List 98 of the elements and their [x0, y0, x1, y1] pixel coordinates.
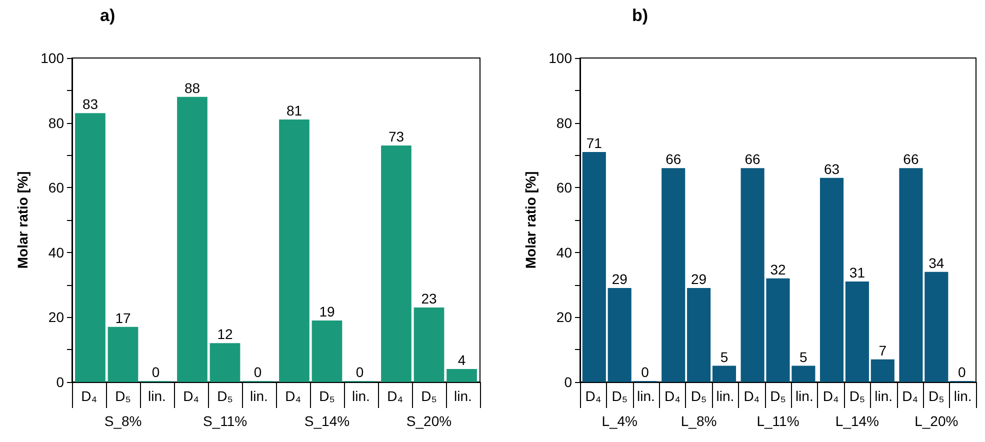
bar	[845, 282, 869, 382]
x-tick-label: S_14%	[304, 413, 350, 429]
y-tick-label: 0	[56, 374, 64, 390]
series-label: lin.	[637, 388, 655, 404]
data-label: 66	[744, 151, 761, 168]
chart-title: a)	[100, 6, 116, 25]
text: D₄	[183, 388, 199, 404]
data-label: 0	[356, 364, 364, 380]
data-label: 32	[770, 261, 786, 278]
text: D₄	[902, 388, 918, 404]
data-label: 19	[319, 303, 335, 320]
bar	[712, 366, 736, 382]
data-label: 5	[720, 348, 728, 365]
bar	[381, 145, 412, 382]
data-label: 12	[217, 326, 233, 342]
data-label: 63	[824, 160, 840, 177]
x-tick-label: L_20%	[914, 413, 958, 429]
y-axis-title: Molar ratio [%]	[522, 171, 539, 269]
bar	[446, 369, 477, 382]
text: lin.	[795, 388, 814, 404]
data-label: 23	[421, 290, 437, 306]
text: D₅	[421, 388, 437, 404]
data-label: 0	[254, 364, 262, 380]
bar	[210, 343, 240, 382]
x-tick-label: L_14%	[835, 413, 879, 429]
data-label: 4	[458, 352, 466, 368]
bar	[108, 326, 138, 382]
data-label: 29	[691, 271, 707, 288]
text: D₄	[387, 388, 403, 404]
y-tick-label: 40	[556, 244, 572, 260]
text: lin.	[954, 388, 972, 404]
data-label: 66	[666, 151, 682, 168]
bar	[608, 288, 632, 382]
series-label: D₄	[81, 388, 98, 404]
x-tick-label: S_11%	[202, 413, 248, 429]
bar	[687, 288, 711, 382]
data-label: 17	[115, 310, 131, 326]
y-tick-label: 100	[40, 50, 64, 66]
text: D₅	[770, 388, 786, 404]
bar	[899, 168, 923, 382]
x-tick-label: S_8%	[104, 413, 142, 429]
text: lin.	[716, 388, 734, 404]
data-label: 7	[878, 342, 887, 358]
text: lin.	[454, 388, 472, 404]
y-tick-label: 100	[548, 50, 572, 66]
text: D₄	[744, 388, 760, 404]
text: D₅	[928, 388, 944, 404]
data-label: 34	[928, 254, 944, 271]
data-label: 88	[184, 80, 200, 96]
data-label: 73	[388, 128, 404, 144]
y-tick-label: 20	[556, 309, 572, 326]
bar	[870, 359, 894, 382]
y-tick-label: 60	[556, 180, 572, 196]
text: D₅	[849, 388, 866, 404]
y-tick-label: 20	[48, 309, 64, 326]
data-label: 0	[641, 364, 650, 380]
text: D₅	[217, 388, 233, 404]
data-label: 83	[82, 96, 98, 112]
bar	[662, 168, 686, 382]
series-label: D₄	[585, 388, 602, 404]
text: lin.	[250, 388, 268, 404]
text: D₅	[690, 388, 707, 404]
series-label: lin.	[148, 388, 166, 404]
y-tick-label: 80	[48, 114, 64, 131]
y-tick-label: 80	[556, 114, 572, 131]
data-label: 5	[800, 348, 808, 365]
series-label: D₅	[612, 388, 628, 404]
y-axis-title: Molar ratio [%]	[14, 171, 31, 269]
bar	[279, 120, 310, 382]
bar	[924, 272, 948, 382]
bar	[582, 152, 606, 382]
y-tick-label: 40	[48, 244, 64, 260]
data-label: 0	[152, 364, 160, 380]
data-label: 81	[286, 102, 302, 119]
text: lin.	[352, 388, 370, 404]
y-tick-label: 60	[48, 180, 64, 196]
text: lin.	[874, 388, 893, 404]
x-tick-label: L_4%	[602, 413, 638, 429]
data-label: 71	[586, 134, 602, 151]
x-tick-label: S_20%	[406, 413, 452, 429]
bar	[75, 113, 106, 382]
bar	[312, 320, 342, 382]
data-label: 0	[958, 364, 966, 380]
y-tick-label: 0	[564, 374, 572, 390]
text: D₅	[319, 388, 335, 404]
x-tick-label: L_11%	[756, 413, 800, 429]
data-label: 31	[849, 264, 866, 281]
x-tick-label: L_8%	[680, 413, 717, 429]
data-label: 66	[903, 151, 919, 168]
text: D₄	[822, 388, 839, 404]
bar	[820, 178, 844, 382]
bar	[177, 96, 208, 382]
chart-title: b)	[632, 6, 648, 25]
text: D₄	[664, 388, 680, 404]
bar	[414, 307, 444, 382]
series-label: D₅	[115, 388, 131, 404]
text: D₄	[285, 388, 301, 404]
data-label: 29	[612, 271, 628, 288]
